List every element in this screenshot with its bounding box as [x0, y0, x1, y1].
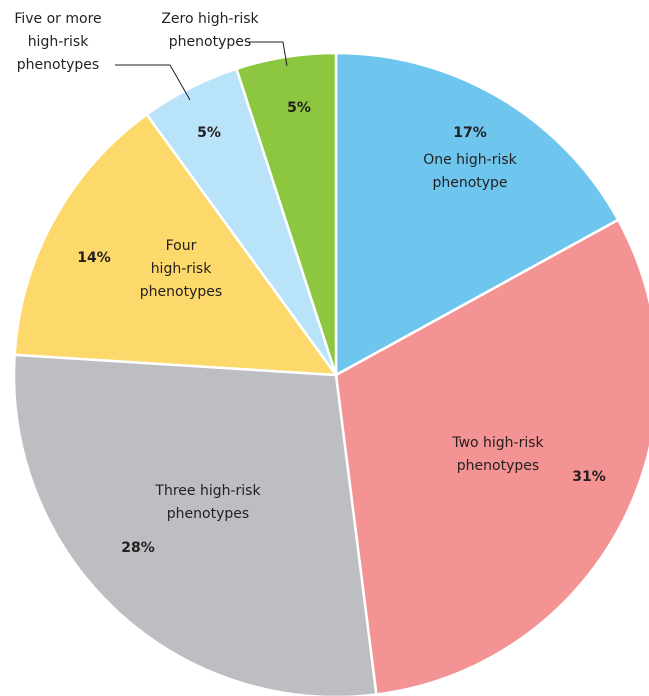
- pie-slice: [334, 51, 620, 378]
- slice-label-line: phenotypes: [140, 284, 222, 300]
- slice-label-line: phenotypes: [169, 34, 251, 50]
- slice-label: Five or more high-risk phenotypes: [14, 11, 101, 73]
- pie-slice: [12, 353, 378, 696]
- pie-slice: [13, 112, 339, 377]
- slice-label: Four high-risk phenotypes: [140, 238, 222, 300]
- slice-label-line: phenotypes: [17, 57, 99, 73]
- leader-line: [115, 64, 191, 101]
- value-label: 14%: [77, 250, 111, 266]
- slice-label-line: Three high-risk: [154, 483, 261, 499]
- value-label: 17%: [453, 125, 487, 141]
- slice-label-line: Four: [166, 238, 197, 254]
- value-label: 28%: [121, 540, 155, 556]
- slice-label-line: high-risk: [151, 261, 213, 277]
- value-label: 5%: [197, 125, 221, 141]
- slice-label-line: phenotypes: [457, 458, 539, 474]
- value-label: 31%: [572, 469, 606, 485]
- slice-label-line: high-risk: [28, 34, 90, 50]
- slice-label-line: Zero high-risk: [161, 11, 259, 27]
- value-label: 5%: [287, 100, 311, 116]
- pie: [12, 51, 649, 696]
- slice-label: One high-risk phenotype: [423, 152, 517, 191]
- slice-label: Two high-risk phenotypes: [451, 435, 544, 474]
- slice-label-line: phenotypes: [167, 506, 249, 522]
- leader-line: [248, 41, 288, 67]
- slice-label: Three high-risk phenotypes: [154, 483, 261, 522]
- slice-label: Zero high-risk phenotypes: [161, 11, 259, 50]
- slice-label-line: Two high-risk: [451, 435, 544, 451]
- labels: 17% One high-risk phenotype 31% Two high-ris…: [14, 11, 605, 556]
- slice-label-line: Five or more: [14, 11, 101, 27]
- slice-label-line: One high-risk: [423, 152, 517, 168]
- slice-label-line: phenotype: [432, 175, 507, 191]
